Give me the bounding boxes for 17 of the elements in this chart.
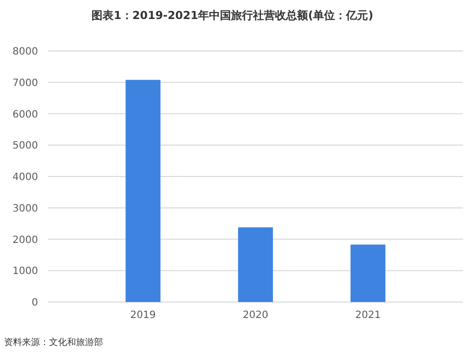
y-tick-label: 6000 bbox=[12, 109, 38, 120]
text: 资料来源：文化和旅游部 bbox=[4, 337, 103, 348]
bar bbox=[350, 244, 386, 302]
y-tick-label: 7000 bbox=[12, 78, 38, 89]
bar bbox=[126, 80, 160, 302]
y-tick-label: 8000 bbox=[12, 46, 38, 58]
y-tick-label: 0 bbox=[32, 298, 38, 308]
x-tick-label: 2019 bbox=[130, 310, 156, 321]
x-tick-label: 2020 bbox=[242, 310, 268, 321]
y-tick-label: 4000 bbox=[12, 172, 38, 183]
chart-title: 图表1：2019-2021年中国旅行社营收总额(单位：亿元) bbox=[92, 9, 374, 22]
y-tick-label: 1000 bbox=[12, 266, 38, 278]
y-tick-label: 2000 bbox=[12, 234, 38, 246]
y-tick-label: 3000 bbox=[12, 203, 38, 214]
x-tick-label: 2021 bbox=[355, 310, 381, 321]
y-tick-label: 5000 bbox=[12, 140, 38, 152]
bar bbox=[238, 227, 273, 302]
